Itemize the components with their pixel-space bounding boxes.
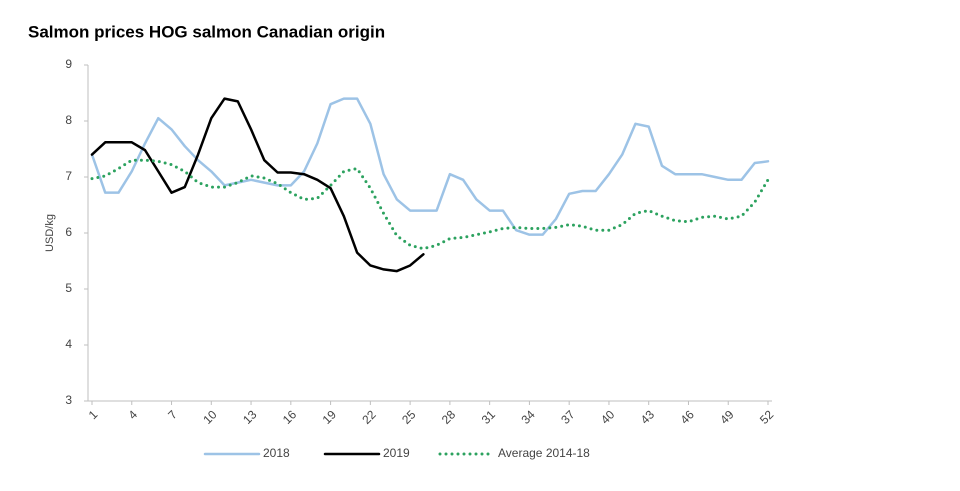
y-axis-label: USD/kg: [44, 214, 56, 252]
y-tick-label: 4: [65, 337, 72, 351]
x-tick-label: 37: [558, 407, 578, 427]
x-tick-label: 19: [320, 407, 340, 427]
legend-label: Average 2014-18: [498, 446, 590, 460]
x-tick-label: 13: [240, 407, 260, 427]
y-tick-label: 3: [65, 393, 72, 407]
y-tick-label: 9: [65, 57, 72, 71]
line-series: [90, 97, 425, 273]
x-tick-label: 22: [359, 407, 379, 427]
x-tick-label: 34: [518, 407, 538, 427]
x-tick-label: 10: [200, 407, 220, 427]
chart-title: Salmon prices HOG salmon Canadian origin: [28, 22, 385, 41]
x-tick-label: 52: [757, 407, 777, 427]
legend-label: 2018: [263, 446, 290, 460]
x-tick-label: 28: [439, 407, 459, 427]
x-tick-label: 43: [638, 407, 658, 427]
x-tick-label: 46: [677, 407, 697, 427]
y-tick-label: 5: [65, 281, 72, 295]
y-tick-label: 6: [65, 225, 72, 239]
legend-label: 2019: [383, 446, 410, 460]
y-tick-label: 8: [65, 113, 72, 127]
x-tick-label: 25: [399, 407, 419, 427]
x-tick-label: 40: [598, 407, 618, 427]
x-tick-label: 49: [717, 407, 737, 427]
x-tick-label: 1: [86, 407, 101, 422]
x-tick-label: 4: [126, 407, 141, 422]
x-tick-label: 31: [479, 407, 499, 427]
line-series: [90, 158, 770, 251]
x-tick-label: 16: [280, 407, 300, 427]
x-tick-label: 7: [165, 407, 180, 422]
y-tick-label: 7: [65, 169, 72, 183]
line-series: [90, 97, 770, 236]
